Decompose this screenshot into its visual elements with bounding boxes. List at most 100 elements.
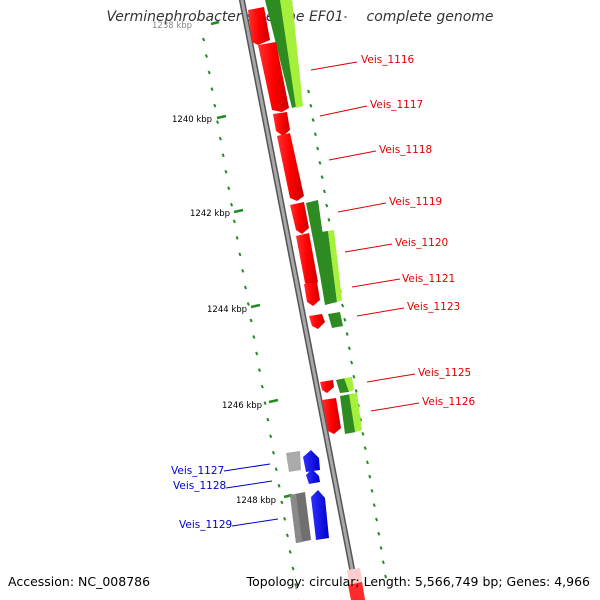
track-dot — [238, 252, 242, 257]
track-dot — [309, 103, 313, 108]
track-dot — [213, 103, 217, 108]
scale-labels: 1238 kbp 1240 kbp 1242 kbp 1244 kbp 1246… — [152, 21, 276, 506]
track-dot — [327, 218, 331, 222]
label-veis-1117[interactable]: Veis_1117 — [370, 99, 423, 111]
map-title: Verminephrobacter eiseniae EF01-2, compl… — [106, 9, 494, 25]
gene-1126[interactable] — [322, 398, 341, 434]
track-dot — [365, 460, 370, 465]
track-dot — [271, 450, 275, 455]
gene-1119[interactable] — [290, 202, 309, 234]
gene-labels: Veis_1116 Veis_1117 Veis_1118 Veis_1119 … — [171, 54, 476, 531]
scale-label-1240: 1240 kbp — [172, 115, 212, 125]
scale-label-1242: 1242 kbp — [190, 209, 230, 219]
track-dot — [350, 360, 354, 365]
gc-feature-track — [265, 0, 368, 600]
track-dot — [204, 54, 208, 58]
label-veis-1128[interactable]: Veis_1128 — [173, 480, 226, 492]
track-dot — [381, 560, 385, 565]
track-dot — [363, 446, 367, 450]
track-dot — [283, 516, 287, 521]
track-dot — [352, 374, 356, 379]
track-dot — [280, 500, 284, 505]
gene-1123[interactable] — [309, 314, 325, 329]
track-dot — [230, 202, 234, 207]
gene-1129[interactable] — [311, 490, 329, 540]
track-dot — [263, 401, 267, 406]
track-dot — [243, 285, 248, 290]
track-dot — [221, 153, 225, 158]
track-dot — [322, 189, 326, 194]
genome-summary-text: Topology: circular; Length: 5,566,749 bp… — [246, 574, 590, 589]
track-dot — [343, 317, 347, 322]
scale-label-1244: 1244 kbp — [207, 305, 247, 315]
track-dot — [345, 332, 349, 336]
track-dot — [341, 303, 345, 308]
track-dot — [224, 169, 228, 174]
track-dot — [320, 175, 324, 179]
track-dot — [318, 160, 322, 165]
track-dot — [235, 235, 239, 240]
track-dot — [372, 503, 376, 508]
track-dot — [354, 389, 358, 393]
label-veis-1126[interactable]: Veis_1126 — [422, 396, 476, 408]
track-dot — [269, 434, 273, 439]
track-dot — [285, 533, 289, 538]
gene-1128[interactable] — [306, 469, 320, 484]
label-veis-1127[interactable]: Veis_1127 — [171, 465, 224, 477]
track-dot — [313, 132, 317, 137]
gene-1120[interactable] — [296, 233, 318, 287]
gene-1118a[interactable] — [273, 112, 290, 136]
track-dot — [252, 335, 256, 339]
gene-1117[interactable] — [258, 42, 289, 112]
track-dot — [232, 219, 236, 224]
label-veis-1125[interactable]: Veis_1125 — [418, 367, 471, 379]
track-dot — [246, 302, 250, 306]
track-dot — [266, 417, 270, 422]
gene-1127[interactable] — [303, 450, 320, 472]
scale-label-1246: 1246 kbp — [222, 401, 262, 411]
grey-feature-1[interactable] — [286, 451, 301, 472]
track-dot — [361, 431, 365, 436]
label-veis-1119[interactable]: Veis_1119 — [389, 196, 442, 208]
track-dot — [249, 318, 253, 323]
track-dot — [375, 517, 379, 522]
reverse-gene-track — [286, 450, 329, 543]
track-dot — [307, 89, 311, 94]
track-dot — [379, 546, 383, 550]
track-dot — [227, 186, 231, 191]
track-dot — [241, 269, 245, 273]
label-veis-1129[interactable]: Veis_1129 — [179, 519, 232, 531]
forward-gene-track — [248, 7, 365, 600]
track-dot — [260, 384, 264, 389]
track-dot — [377, 531, 381, 536]
accession-text: Accession: NC_008786 — [8, 574, 151, 589]
gene-1121[interactable] — [304, 282, 320, 306]
label-veis-1123[interactable]: Veis_1123 — [407, 301, 460, 313]
gene-1118b[interactable] — [277, 133, 304, 201]
label-veis-1120[interactable]: Veis_1120 — [395, 237, 448, 249]
track-dot — [210, 87, 214, 91]
track-dot — [368, 474, 372, 479]
track-dot — [325, 203, 329, 208]
track-dot — [347, 346, 351, 351]
scale-label-1238: 1238 kbp — [152, 21, 192, 31]
track-dot — [202, 37, 206, 42]
track-dot — [370, 489, 374, 493]
track-dot — [218, 136, 222, 141]
track-dot — [274, 467, 278, 472]
track-dot — [257, 368, 262, 372]
track-dot — [216, 120, 220, 125]
track-dot — [316, 146, 320, 151]
label-veis-1118[interactable]: Veis_1118 — [379, 144, 432, 156]
label-leader-lines — [223, 61, 420, 527]
label-veis-1116[interactable]: Veis_1116 — [361, 54, 415, 66]
gene-1116[interactable] — [248, 7, 270, 45]
label-veis-1121[interactable]: Veis_1121 — [402, 273, 455, 285]
track-dot — [288, 550, 292, 554]
scale-label-1248: 1248 kbp — [236, 496, 276, 506]
track-dot — [291, 566, 295, 571]
gene-1125[interactable] — [320, 380, 334, 393]
genome-backbone — [238, 0, 362, 600]
track-dot — [277, 483, 281, 488]
